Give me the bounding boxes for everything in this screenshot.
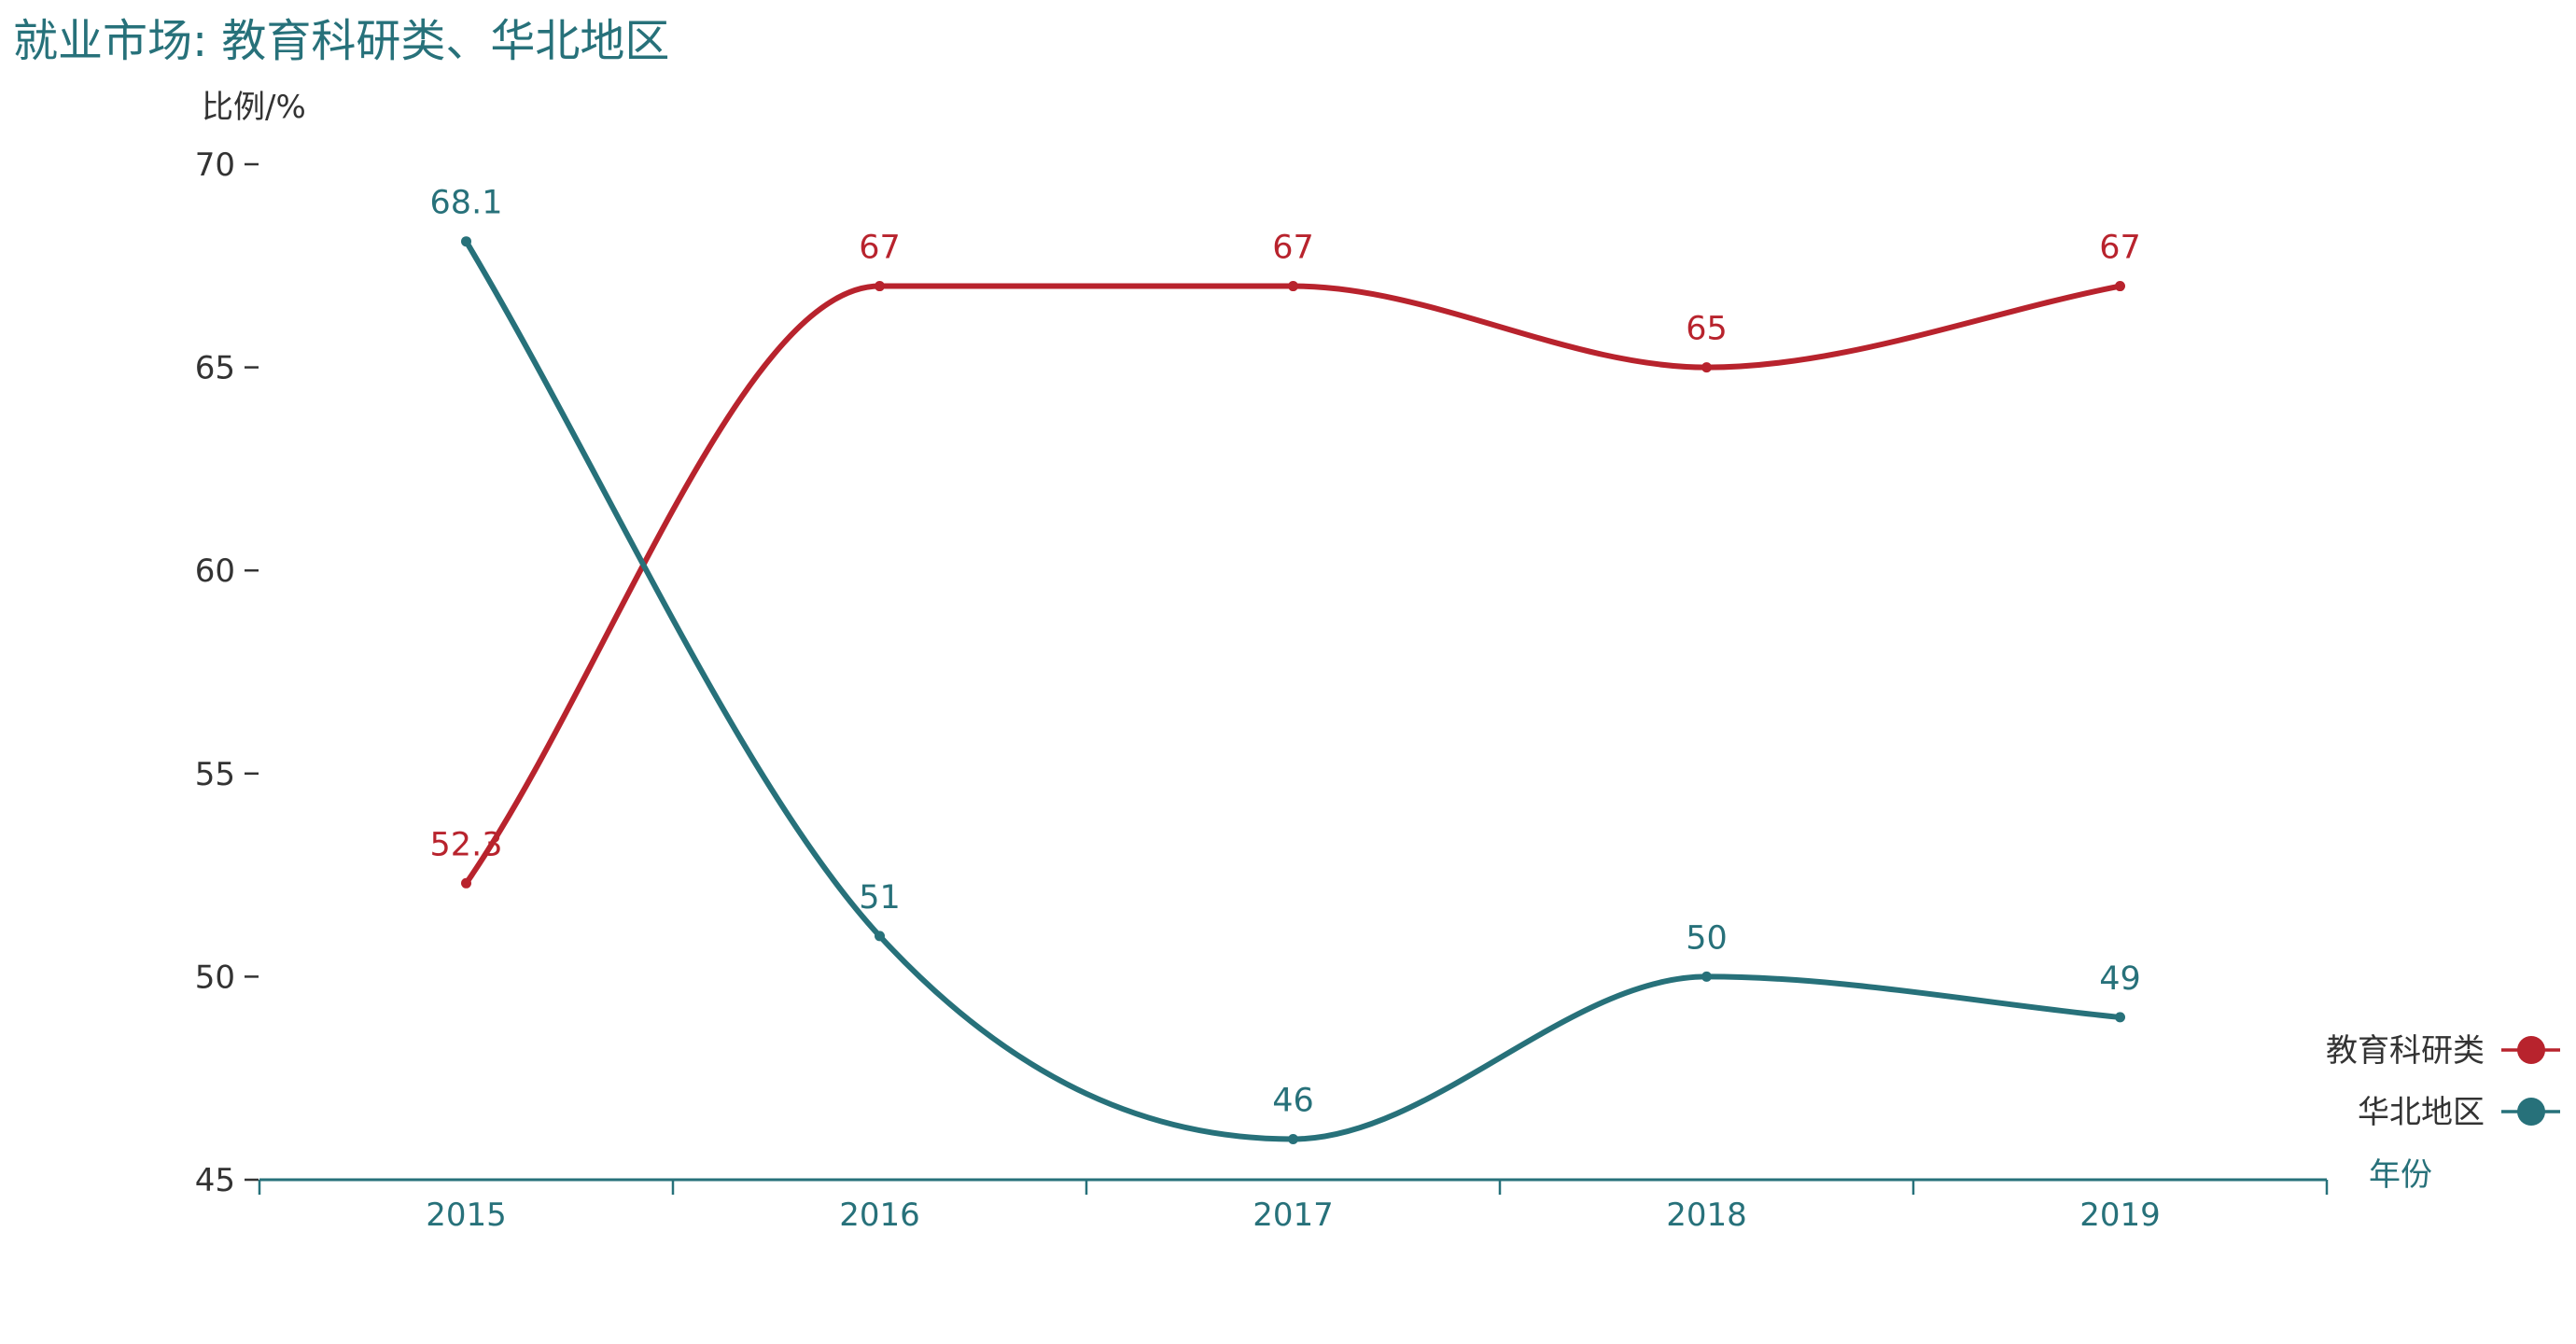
- y-tick-label: 65: [195, 350, 235, 387]
- y-axis-title: 比例/%: [202, 89, 306, 126]
- data-labels: 52.3 67 67 65 67 68.1 51 46 50 49: [430, 185, 2141, 1120]
- series-line-1: [463, 283, 2123, 887]
- x-tick-label: 2019: [2079, 1197, 2161, 1234]
- legend-marker-2: [2517, 1098, 2545, 1126]
- x-axis-title: 年份: [2369, 1156, 2432, 1194]
- data-point: [2115, 1012, 2125, 1023]
- x-tick-label: 2015: [426, 1197, 507, 1234]
- data-label: 51: [859, 879, 901, 917]
- data-label: 52.3: [430, 826, 503, 863]
- data-label: 67: [859, 230, 901, 267]
- data-label: 49: [2099, 960, 2141, 998]
- y-tick-label: 60: [195, 553, 235, 590]
- data-point: [875, 281, 885, 292]
- y-tick-label: 55: [195, 756, 235, 793]
- legend-label-1: 教育科研类: [2326, 1032, 2485, 1070]
- y-tick-label: 50: [195, 959, 235, 996]
- x-axis: 2015 2016 2017 2018 2019 年份: [258, 1156, 2432, 1234]
- x-tick-label: 2017: [1253, 1197, 1334, 1234]
- data-point: [1288, 281, 1298, 292]
- data-point: [461, 236, 471, 247]
- y-tick-label: 45: [195, 1162, 235, 1199]
- data-point: [1288, 1133, 1298, 1144]
- legend-marker-1: [2517, 1036, 2545, 1064]
- data-label: 68.1: [430, 185, 503, 222]
- data-point: [461, 877, 471, 889]
- series-points: [461, 236, 2125, 1144]
- x-tick-label: 2018: [1666, 1197, 1747, 1234]
- data-label: 67: [2099, 230, 2141, 267]
- chart-title: 就业市场: 教育科研类、华北地区: [13, 15, 670, 67]
- y-axis: 45 50 55 60 65 70 比例/%: [195, 89, 306, 1199]
- legend-label-2: 华北地区: [2358, 1094, 2485, 1131]
- data-point: [875, 931, 885, 942]
- data-label: 65: [1686, 311, 1728, 348]
- series-lines: [463, 238, 2123, 1142]
- data-point: [1701, 362, 1712, 373]
- data-label: 46: [1272, 1082, 1314, 1119]
- data-label: 67: [1272, 230, 1314, 267]
- data-label: 50: [1686, 919, 1728, 957]
- data-point: [2115, 281, 2125, 292]
- data-point: [1701, 971, 1712, 982]
- y-tick-label: 70: [195, 147, 235, 184]
- series-line-2: [463, 238, 2123, 1142]
- x-tick-label: 2016: [839, 1197, 920, 1234]
